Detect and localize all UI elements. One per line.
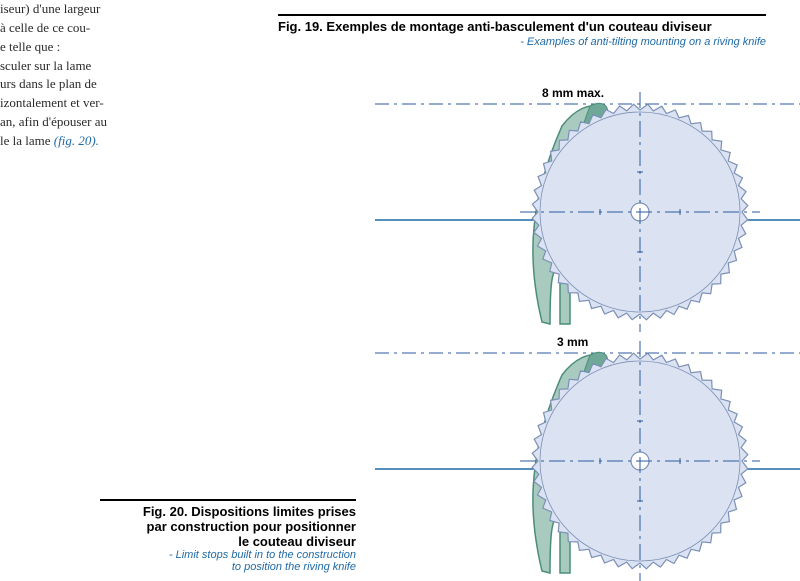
saw-blade-diagram bbox=[0, 0, 800, 581]
